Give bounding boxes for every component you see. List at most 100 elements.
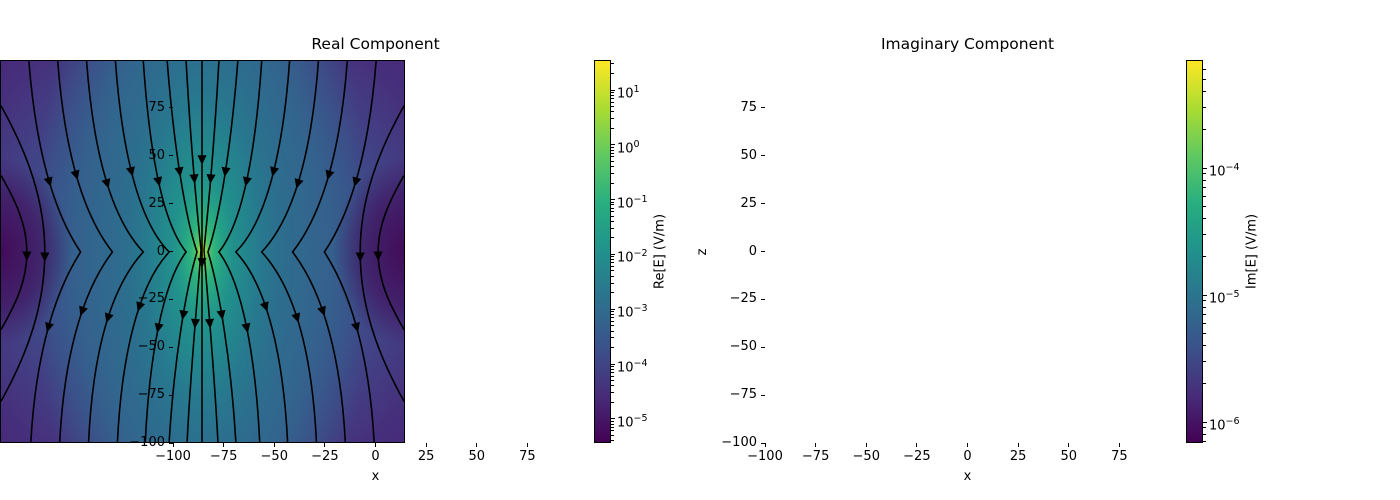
colorbar-minor-tick — [611, 105, 614, 107]
colorbar-gradient-imaginary — [1187, 61, 1202, 442]
colorbar-tick-label: 10−3 — [617, 303, 648, 321]
x-tick-mark — [223, 443, 225, 447]
x-tick-label: 25 — [417, 449, 435, 464]
colorbar-minor-tick — [611, 426, 614, 428]
colorbar-minor-tick — [611, 152, 614, 154]
colorbar-minor-tick — [1203, 233, 1206, 235]
y-tick-mark — [761, 442, 765, 444]
streamline — [28, 61, 82, 442]
colorbar-minor-tick — [611, 227, 614, 229]
colorbar-minor-tick — [1203, 332, 1206, 334]
colorbar-tick-label: 10−4 — [1209, 162, 1240, 180]
streamline-arrow-icon — [294, 178, 304, 189]
streamline-arrow-icon — [242, 176, 252, 187]
colorbar-minor-tick — [1203, 427, 1206, 429]
x-tick-mark — [815, 443, 817, 447]
x-tick-mark — [324, 443, 326, 447]
colorbar-minor-tick — [611, 330, 614, 332]
streamline-arrow-icon — [40, 252, 50, 263]
streamline-arrow-icon — [325, 169, 335, 181]
colorbar-minor-tick — [611, 182, 614, 184]
colorbar-major-tick — [611, 199, 615, 201]
colorbar-minor-tick — [611, 237, 614, 239]
streamline-arrow-icon — [317, 305, 326, 317]
plot-title-imaginary: Imaginary Component — [880, 35, 1055, 53]
x-tick-mark — [476, 443, 478, 447]
colorbar-minor-tick — [611, 320, 614, 322]
x-tick-mark — [273, 443, 275, 447]
y-tick-label: −50 — [729, 339, 757, 355]
colorbar-minor-tick — [611, 118, 614, 120]
colorbar-minor-tick — [611, 256, 614, 258]
streamline — [217, 61, 263, 442]
colorbar-minor-tick — [611, 423, 614, 425]
x-tick-mark — [425, 443, 427, 447]
colorbar-label-real: Re[E] (V/m) — [652, 213, 668, 290]
x-tick-mark — [1068, 443, 1070, 447]
y-tick-label: −50 — [137, 339, 165, 355]
colorbar-tick-label: 10−4 — [617, 358, 648, 376]
colorbar-minor-tick — [1203, 91, 1206, 93]
colorbar-minor-tick — [1203, 360, 1206, 362]
x-tick-mark — [375, 443, 376, 447]
colorbar-minor-tick — [611, 314, 614, 315]
streamline-arrow-icon — [291, 312, 301, 323]
colorbar-minor-tick — [611, 166, 614, 168]
colorbar-minor-tick — [611, 172, 614, 174]
x-tick-mark — [865, 443, 867, 447]
streamline-arrow-icon — [351, 321, 360, 333]
streamline-arrow-icon — [373, 251, 383, 262]
colorbar-tick-label: 10−5 — [617, 412, 648, 431]
y-tick-label: −75 — [729, 387, 757, 403]
streamline-arrow-icon — [206, 174, 216, 184]
colorbar-major-tick — [611, 308, 615, 310]
streamline — [359, 105, 404, 402]
colorbar-minor-tick — [611, 317, 614, 319]
x-tick-label: 50 — [1060, 449, 1078, 464]
streamline — [203, 61, 220, 442]
colorbar-tick-label: 10−1 — [617, 193, 648, 211]
streamline-arrow-icon — [101, 178, 111, 189]
y-tick-label: 25 — [148, 195, 165, 211]
x-tick-mark — [916, 443, 918, 447]
colorbar-minor-tick — [611, 385, 614, 387]
x-tick-label: 0 — [371, 449, 380, 464]
streamline-arrow-icon — [174, 166, 184, 177]
colorbar-minor-tick — [611, 371, 614, 373]
streamline-arrow-icon — [352, 176, 362, 187]
colorbar-minor-tick — [611, 375, 614, 377]
colorbar-minor-tick — [611, 97, 614, 99]
colorbar-minor-tick — [611, 292, 614, 294]
y-tick-mark — [169, 251, 173, 252]
colorbar-minor-tick — [611, 92, 614, 93]
colorbar-real — [594, 60, 611, 443]
streamline-arrow-icon — [104, 312, 114, 323]
colorbar-minor-tick — [611, 156, 614, 158]
colorbar-minor-tick — [611, 368, 614, 370]
y-tick-mark — [169, 203, 173, 205]
streamline — [56, 61, 114, 442]
colorbar-tick-label: 10−2 — [617, 248, 648, 266]
colorbar-minor-tick — [1203, 106, 1206, 108]
x-tick-mark — [172, 443, 174, 447]
x-tick-label: −25 — [311, 449, 339, 464]
x-tick-label: 75 — [1111, 449, 1128, 464]
streamline-arrow-icon — [136, 301, 146, 312]
colorbar-minor-tick — [611, 282, 614, 284]
colorbar-minor-tick — [611, 207, 614, 209]
y-tick-mark — [761, 346, 765, 348]
streamline-arrow-icon — [43, 176, 53, 187]
colorbar-minor-tick — [611, 94, 614, 96]
colorbar-minor-tick — [611, 430, 614, 432]
colorbar-minor-tick — [611, 101, 614, 103]
streamlines-svg-imaginary — [1, 61, 404, 442]
colorbar-minor-tick — [611, 204, 614, 206]
colorbar-minor-tick — [611, 211, 614, 213]
streamline — [291, 61, 349, 442]
streamline-arrow-icon — [189, 174, 199, 184]
colorbar-tick-label: 100 — [617, 138, 640, 157]
x-tick-label: 50 — [468, 449, 486, 464]
colorbar-minor-tick — [1203, 306, 1206, 308]
y-tick-label: 50 — [740, 147, 757, 163]
y-tick-mark — [169, 346, 173, 348]
